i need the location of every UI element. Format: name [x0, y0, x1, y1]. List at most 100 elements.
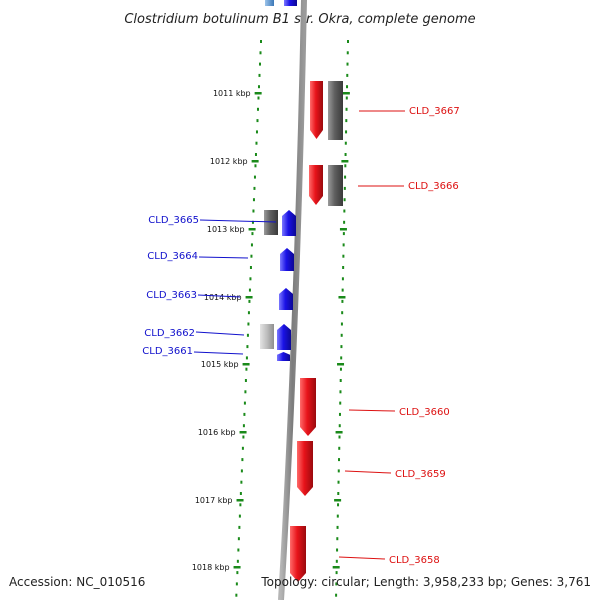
gene-label[interactable]: CLD_3658: [389, 555, 440, 566]
gene-arrow[interactable]: [300, 378, 316, 436]
guide-dot: [344, 153, 347, 156]
guide-dot: [338, 412, 341, 416]
gene-label[interactable]: CLD_3659: [395, 469, 446, 480]
gene-features: [260, 81, 343, 582]
gene-fragment-blue[interactable]: [284, 0, 297, 6]
gene-cld-3667[interactable]: [310, 81, 343, 140]
right-guide-track: [335, 40, 349, 597]
accession-text: Accession: NC_010516: [9, 575, 145, 589]
guide-dot: [252, 209, 255, 213]
gene-arrow[interactable]: [280, 248, 294, 271]
scale-tick-left: [236, 499, 244, 502]
scale-tick-label: 1015 kbp: [201, 360, 239, 369]
gene-label[interactable]: CLD_3664: [147, 251, 198, 262]
gene-arrow[interactable]: [277, 324, 291, 350]
guide-dot: [335, 593, 338, 597]
guide-dot: [340, 333, 343, 337]
gene-cld-3659[interactable]: [297, 441, 313, 496]
guide-dot: [345, 119, 348, 123]
guide-dot: [240, 480, 243, 484]
genome-backbone: [278, 0, 307, 600]
scale-tick-label: 1017 kbp: [195, 496, 233, 505]
scale-tick-label: 1013 kbp: [207, 225, 245, 234]
guide-dot: [257, 96, 260, 100]
guide-dot: [257, 85, 260, 89]
guide-dot: [254, 153, 257, 156]
guide-dot: [344, 141, 347, 145]
gene-label[interactable]: CLD_3661: [142, 346, 193, 357]
scale-tick-right: [337, 363, 345, 366]
guide-dot: [247, 322, 250, 326]
gene-labels: CLD_3667 CLD_3666 CLD_3665 CLD_3664 CLD_3663…: [142, 106, 459, 566]
gene-arrow[interactable]: [290, 526, 306, 582]
guide-dot: [336, 514, 339, 518]
gene-arrow[interactable]: [297, 441, 313, 496]
gene-fragment-top[interactable]: [265, 0, 297, 6]
guide-dot: [240, 469, 243, 473]
gene-label[interactable]: CLD_3663: [146, 290, 197, 301]
gene-cld-3665[interactable]: [264, 210, 296, 236]
guide-dot: [346, 62, 349, 66]
gene-label[interactable]: CLD_3665: [148, 215, 199, 226]
guide-dot: [250, 254, 253, 258]
guide-dot: [256, 107, 259, 111]
guide-dot: [251, 220, 254, 224]
gene-label[interactable]: CLD_3660: [399, 407, 450, 418]
gene-arrow[interactable]: [310, 81, 323, 139]
gene-label[interactable]: CLD_3662: [144, 328, 195, 339]
scale-tick-left: [251, 160, 259, 163]
guide-dot: [343, 209, 346, 213]
gene-label[interactable]: CLD_3667: [409, 106, 460, 117]
guide-dot: [258, 73, 261, 77]
scale-tick-left: [248, 228, 256, 231]
guide-dot: [253, 175, 256, 179]
gene-block[interactable]: [260, 324, 274, 349]
gene-cld-3660[interactable]: [300, 378, 316, 436]
guide-dot: [241, 446, 244, 450]
guide-dot: [248, 299, 251, 303]
guide-dot: [235, 593, 238, 597]
gene-block[interactable]: [264, 210, 278, 235]
guide-dot: [336, 537, 339, 541]
guide-dot: [339, 379, 342, 382]
guide-dot: [335, 582, 338, 586]
gene-arrow[interactable]: [279, 288, 293, 310]
guide-dot: [336, 548, 339, 552]
gene-arrow[interactable]: [277, 352, 290, 361]
gene-block[interactable]: [328, 165, 343, 206]
gene-block[interactable]: [328, 81, 343, 140]
guide-dot: [335, 571, 338, 575]
guide-dot: [335, 559, 338, 563]
guide-dot: [243, 401, 246, 405]
gene-fragment-steel[interactable]: [265, 0, 274, 6]
gene-cld-3658[interactable]: [290, 526, 306, 582]
gene-cld-3664[interactable]: [280, 248, 294, 271]
label-leader-line: [348, 409, 396, 412]
guide-dot: [341, 311, 344, 315]
guide-dot: [239, 492, 242, 495]
guide-dot: [253, 186, 256, 190]
guide-dot: [255, 141, 258, 145]
guide-dot: [256, 119, 259, 123]
guide-dot: [338, 458, 341, 462]
gene-label[interactable]: CLD_3666: [408, 181, 459, 192]
label-leader-line: [197, 294, 241, 298]
gene-arrow[interactable]: [309, 165, 323, 205]
scale-ticks: 1011 kbp 1012 kbp 1013 kbp 1014 kbp 1015 kbp…: [192, 89, 350, 572]
gene-cld-3662[interactable]: [260, 324, 291, 350]
guide-dot: [338, 446, 341, 450]
gene-cld-3666[interactable]: [309, 165, 343, 206]
gene-arrow[interactable]: [282, 210, 296, 236]
guide-dot: [343, 220, 346, 224]
gene-cld-3663[interactable]: [279, 288, 293, 310]
guide-dot: [339, 390, 342, 394]
guide-dot: [343, 186, 346, 190]
label-leader-line: [193, 351, 244, 355]
gene-cld-3661[interactable]: [277, 352, 290, 361]
scale-tick-right: [332, 566, 340, 569]
guide-dot: [235, 582, 238, 586]
guide-dot: [242, 424, 245, 428]
guide-dot: [337, 492, 340, 495]
guide-dot: [341, 299, 344, 303]
